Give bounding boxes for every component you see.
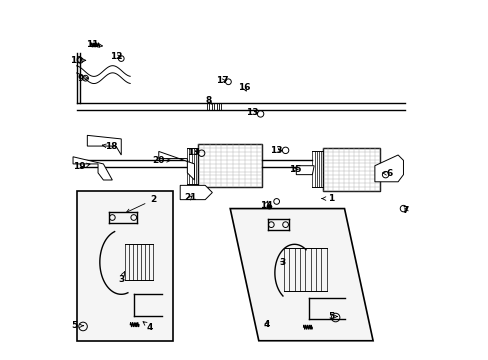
Text: 19: 19 <box>73 162 90 171</box>
Text: 8: 8 <box>205 96 211 105</box>
Bar <box>323 148 380 191</box>
Polygon shape <box>159 152 194 180</box>
Text: 13: 13 <box>246 108 259 117</box>
Polygon shape <box>87 135 121 155</box>
Text: 7: 7 <box>402 206 408 215</box>
Bar <box>77 191 173 341</box>
Circle shape <box>267 204 271 209</box>
Text: 6: 6 <box>382 169 391 178</box>
Polygon shape <box>296 166 313 175</box>
Polygon shape <box>374 155 403 182</box>
Text: 14: 14 <box>259 201 272 210</box>
Text: 13: 13 <box>270 146 283 155</box>
Polygon shape <box>180 185 212 200</box>
Text: 21: 21 <box>183 193 196 202</box>
Text: 5: 5 <box>327 312 337 321</box>
Text: 15: 15 <box>288 165 301 174</box>
Text: 13: 13 <box>187 148 200 157</box>
Text: 4: 4 <box>143 322 153 332</box>
Text: 12: 12 <box>110 52 122 61</box>
Text: 4: 4 <box>263 320 269 329</box>
Text: 18: 18 <box>102 142 118 151</box>
Text: 11: 11 <box>86 40 102 49</box>
Text: 2: 2 <box>126 195 156 212</box>
Text: 17: 17 <box>216 76 228 85</box>
Polygon shape <box>73 157 112 180</box>
Text: 3: 3 <box>278 258 285 267</box>
Polygon shape <box>230 208 372 341</box>
Text: 5: 5 <box>72 321 83 330</box>
Text: 10: 10 <box>70 56 85 65</box>
Text: 1: 1 <box>322 194 333 203</box>
Text: 16: 16 <box>238 83 250 92</box>
Text: 20: 20 <box>152 156 170 165</box>
Text: 9: 9 <box>78 74 88 83</box>
Text: 3: 3 <box>118 272 124 284</box>
Bar <box>198 144 262 187</box>
